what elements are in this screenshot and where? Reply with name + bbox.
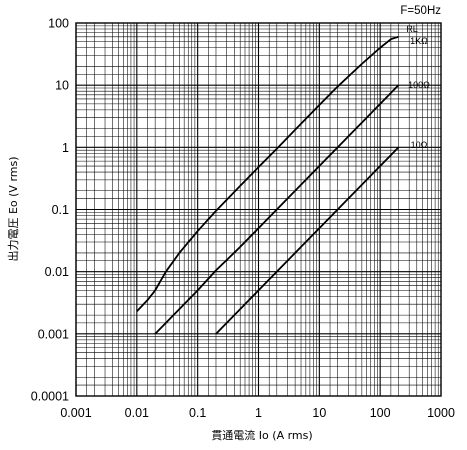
curves xyxy=(136,35,400,335)
series-label: 10Ω xyxy=(411,140,428,150)
series-line xyxy=(154,84,400,335)
y-tick-label: 0.001 xyxy=(38,327,69,341)
series-label-prefix: RL xyxy=(406,24,418,34)
series-line xyxy=(215,146,400,335)
y-tick-label: 100 xyxy=(48,17,69,31)
series-line xyxy=(136,35,399,312)
y-tick-label: 0.0001 xyxy=(31,390,69,404)
y-tick-label: 0.1 xyxy=(52,203,69,217)
series-label: 1KΩ xyxy=(410,36,428,46)
x-tick-label: 0.1 xyxy=(189,406,206,420)
y-tick-label: 10 xyxy=(55,79,69,93)
y-tick-label: 0.01 xyxy=(45,265,69,279)
x-tick-label: 1 xyxy=(255,406,262,420)
x-tick-label: 0.001 xyxy=(60,406,91,420)
plot-frame xyxy=(75,22,442,397)
series-labels: RL 1KΩ 100Ω 10Ω xyxy=(406,24,430,150)
frequency-note: F=50Hz xyxy=(400,5,441,17)
y-axis-label: 出力電圧 Eo (V rms) xyxy=(6,156,20,261)
grid xyxy=(75,22,442,397)
tick-labels: 0.001 0.01 0.1 1 10 100 1000 100 10 1 0.1 0.01 0.001… xyxy=(31,17,455,421)
x-tick-label: 10 xyxy=(312,406,326,420)
x-tick-label: 0.01 xyxy=(125,406,149,420)
y-tick-label: 1 xyxy=(62,141,69,155)
x-tick-label: 1000 xyxy=(427,406,455,420)
x-tick-label: 100 xyxy=(370,406,391,420)
series-label: 100Ω xyxy=(408,80,430,90)
x-axis-label: 貫通電流 Io (A rms) xyxy=(211,428,312,442)
